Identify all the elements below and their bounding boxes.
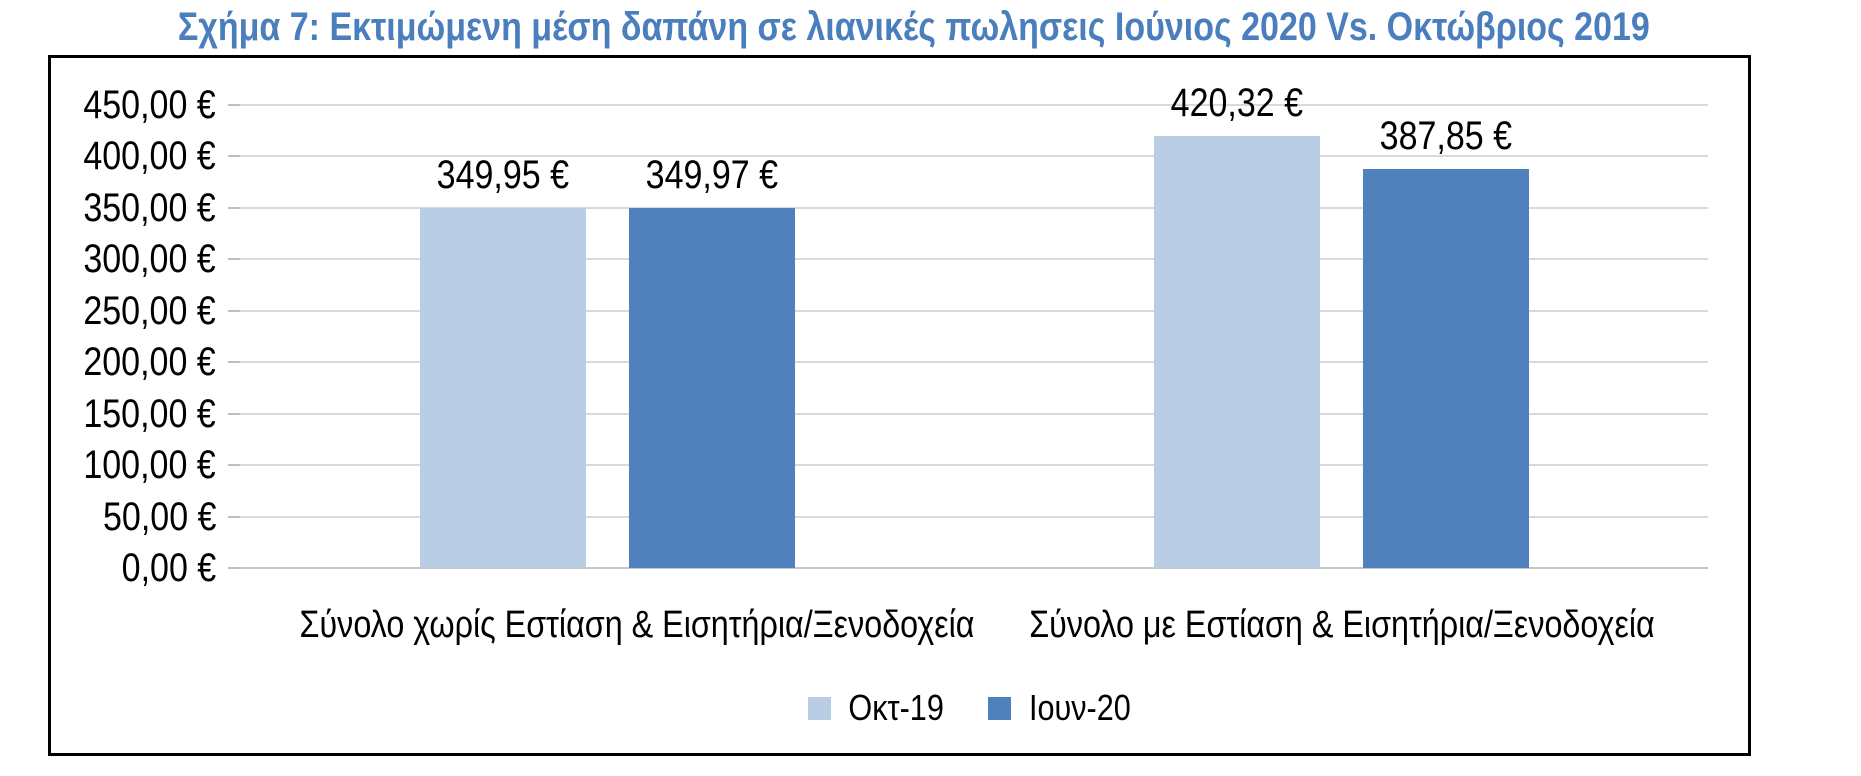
bar-value-label-text: 349,97 €	[645, 153, 779, 197]
legend-label: Ιουν-20	[1020, 687, 1140, 728]
bar-value-label: 349,97 €	[552, 152, 872, 198]
y-tick	[228, 516, 240, 518]
legend-entry-Ιουν-20: Ιουν-20	[988, 687, 1140, 728]
y-axis-label: 150,00 €	[51, 392, 216, 436]
y-axis-label-text: 400,00 €	[83, 134, 216, 178]
y-tick	[228, 464, 240, 466]
y-tick	[228, 413, 240, 415]
y-tick	[228, 310, 240, 312]
legend-label: Οκτ-19	[840, 687, 952, 728]
legend: Οκτ-19 Ιουν-20	[240, 687, 1708, 728]
category-label-2: Σύνολο με Εστίαση & Εισητήρια/Ξενοδοχεία	[974, 601, 1708, 649]
y-axis-label-text: 50,00 €	[102, 495, 216, 539]
y-tick	[228, 207, 240, 209]
gridline	[240, 310, 1708, 312]
bar-value-label-text: 387,85 €	[1379, 114, 1513, 158]
gridline	[240, 413, 1708, 415]
gridline	[240, 361, 1708, 363]
bar-value-label: 420,32 €	[1077, 80, 1397, 126]
bar-Οκτ-19-cat2	[1154, 136, 1320, 568]
y-tick	[228, 258, 240, 260]
y-axis-label: 200,00 €	[51, 340, 216, 384]
y-axis-label-text: 0,00 €	[121, 546, 216, 590]
gridline	[240, 258, 1708, 260]
legend-swatch-Οκτ-19	[807, 696, 831, 720]
y-tick	[228, 361, 240, 363]
y-axis-label: 350,00 €	[51, 186, 216, 230]
gridline	[240, 516, 1708, 518]
category-label-1: Σύνολο χωρίς Εστίαση & Εισητήρια/Ξενοδοχ…	[240, 601, 975, 649]
y-tick	[228, 104, 240, 106]
plot-area: 349,95 € 349,97 € 420,32 € 387,85 €	[240, 81, 1708, 569]
bar-value-label-text: 349,95 €	[436, 153, 570, 197]
legend-label-text: Ιουν-20	[1029, 687, 1132, 728]
bar-Ιουν-20-cat1	[629, 208, 795, 568]
y-axis-label: 50,00 €	[51, 495, 216, 539]
gridline	[240, 104, 1708, 106]
bar-Ιουν-20-cat2	[1363, 169, 1529, 568]
y-axis-label: 300,00 €	[51, 237, 216, 281]
bar-value-label: 349,95 €	[343, 152, 663, 198]
gridline	[240, 464, 1708, 466]
chart-title: Σχήμα 7: Εκτιμώμενη μέση δαπάνη σε λιανι…	[48, 2, 1751, 52]
axis-baseline	[240, 567, 1708, 569]
category-label-text: Σύνολο χωρίς Εστίαση & Εισητήρια/Ξενοδοχ…	[299, 604, 975, 646]
y-tick	[228, 567, 240, 569]
legend-entry-Οκτ-19: Οκτ-19	[807, 687, 952, 728]
bar-Οκτ-19-cat1	[420, 208, 586, 568]
y-axis-label-text: 300,00 €	[83, 237, 216, 281]
y-axis-label-text: 150,00 €	[83, 392, 216, 436]
legend-swatch-Ιουν-20	[988, 696, 1012, 720]
y-axis-label: 450,00 €	[51, 83, 216, 127]
legend-label-text: Οκτ-19	[848, 687, 944, 728]
y-axis-label-text: 200,00 €	[83, 340, 216, 384]
y-axis-label: 0,00 €	[51, 546, 216, 590]
y-axis-label-text: 450,00 €	[83, 83, 216, 127]
y-axis-label-text: 100,00 €	[83, 443, 216, 487]
y-axis-label-text: 250,00 €	[83, 289, 216, 333]
chart-title-text: Σχήμα 7: Εκτιμώμενη μέση δαπάνη σε λιανι…	[177, 5, 1650, 49]
chart-frame: 349,95 € 349,97 € 420,32 € 387,85 € 0,00 € 5…	[48, 55, 1751, 756]
y-axis-label: 100,00 €	[51, 443, 216, 487]
bar-value-label-text: 420,32 €	[1170, 81, 1304, 125]
y-axis-label-text: 350,00 €	[83, 186, 216, 230]
gridline	[240, 155, 1708, 157]
category-label-text: Σύνολο με Εστίαση & Εισητήρια/Ξενοδοχεία	[1029, 604, 1655, 646]
y-tick	[228, 155, 240, 157]
gridline	[240, 207, 1708, 209]
y-axis-label: 400,00 €	[51, 134, 216, 178]
y-axis-label: 250,00 €	[51, 289, 216, 333]
bar-value-label: 387,85 €	[1286, 113, 1606, 159]
